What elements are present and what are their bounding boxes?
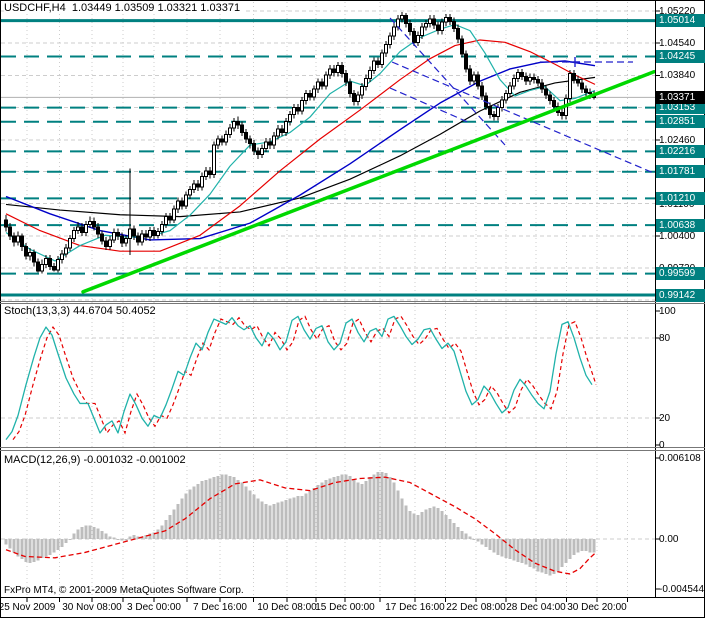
blue-channel-lines[interactable]: [389, 17, 656, 175]
stochastic-main-line: [5, 315, 593, 441]
macd-indicator-title: MACD(12,26,9) -0.001032 -0.001002: [4, 454, 190, 466]
price-level-badge: 0.99599: [656, 267, 705, 281]
price-label: 1.04540: [659, 37, 696, 49]
chart-title: USDCHF,H4 1.03449 1.03509 1.03321 1.0337…: [4, 2, 245, 14]
copyright-text: FxPro MT4, © 2001-2009 MetaQuotes Softwa…: [4, 585, 244, 596]
price-label: 1.02460: [659, 134, 696, 146]
ma-fast-seagreen[interactable]: [5, 23, 596, 262]
price-level-badge: 1.02216: [656, 144, 705, 158]
stoch-scale-label: 20: [659, 413, 671, 425]
time-label: 17 Dec 16:00: [385, 602, 445, 613]
time-label: 30 Nov 08:00: [62, 602, 122, 613]
time-label: 22 Dec 08:00: [446, 602, 506, 613]
time-label: 10 Dec 08:00: [257, 602, 317, 613]
macd-scale-label: -0.004544: [659, 584, 705, 595]
macd-signal-line: [5, 476, 597, 575]
stoch-scale-label: 80: [659, 332, 671, 344]
price-level-badge: 1.03153: [656, 101, 705, 115]
macd-scale-label: 0.006108: [659, 453, 701, 464]
stochastic-signal-line: [12, 315, 597, 440]
price-label: 1.00400: [659, 231, 696, 243]
stoch-scale-label: 100: [659, 306, 676, 317]
time-label: 25 Nov 2009: [0, 602, 56, 613]
macd-histogram: [4, 471, 596, 576]
price-level-badge: 1.00638: [656, 218, 705, 232]
stoch-scale-label: 0: [659, 440, 665, 451]
time-label: 28 Dec 04:00: [506, 602, 566, 613]
anchor-cross-marker[interactable]: [570, 57, 580, 67]
trendline-green[interactable]: [81, 69, 655, 294]
ma-medium-red[interactable]: [5, 39, 596, 252]
stoch-gridlines: [1, 337, 655, 419]
price-label: 1.03840: [659, 70, 696, 82]
time-label: 15 Dec 00:00: [315, 602, 375, 613]
price-level-badge: 1.02851: [656, 115, 705, 129]
current-price-badge: 1.03371: [656, 90, 705, 104]
price-level-badge: 1.01781: [656, 165, 705, 179]
panel-separators[interactable]: [0, 301, 705, 451]
price-level-badge: 1.01210: [656, 191, 705, 205]
time-label: 30 Dec 20:00: [567, 602, 627, 613]
price-label: 1.05220: [659, 6, 696, 17]
time-label: 7 Dec 16:00: [193, 602, 247, 613]
ma-slowest-black[interactable]: [5, 76, 596, 218]
price-level-badge: 1.04245: [656, 50, 705, 64]
stoch-indicator-title: Stoch(13,3,3) 44.6704 50.4052: [4, 305, 160, 317]
time-label: 3 Dec 00:00: [127, 602, 181, 613]
macd-scale-label: 0.00: [659, 534, 679, 545]
price-level-badge: 0.99142: [656, 288, 705, 302]
price-level-badge: 1.05014: [656, 14, 705, 28]
